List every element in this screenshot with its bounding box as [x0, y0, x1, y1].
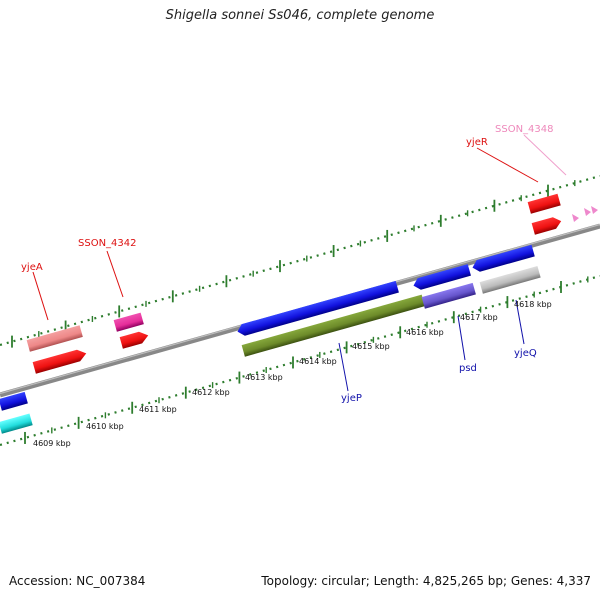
gene-yjeR-red-a[interactable]: [527, 193, 561, 214]
gene-psd-blue[interactable]: [412, 264, 471, 291]
label-leaders: [32, 134, 567, 392]
scale-label: 4614 kbp: [299, 357, 337, 366]
gene-label-yjeP: yjeP: [341, 393, 362, 404]
gene-left-cyan[interactable]: [0, 413, 33, 434]
scale-label: 4611 kbp: [139, 405, 177, 414]
scale-label: 4616 kbp: [406, 328, 444, 337]
gene-label-SSON_4342: SSON_4342: [78, 238, 137, 249]
gene-yjeP-blue[interactable]: [236, 280, 399, 337]
genome-stats: Topology: circular; Length: 4,825,265 bp…: [261, 574, 591, 588]
gene-SSON_4342-red[interactable]: [119, 330, 150, 349]
accession-label: Accession: NC_007384: [9, 574, 146, 588]
gene-yjeR-red-b[interactable]: [531, 215, 563, 235]
lower-tick-track: [0, 274, 600, 447]
scale-label: 4617 kbp: [460, 313, 498, 322]
gene-yjeA-salmon[interactable]: [26, 325, 83, 352]
gene-label-yjeA: yjeA: [21, 262, 43, 273]
scale-label: 4610 kbp: [86, 422, 124, 431]
upper-tick-track: [0, 174, 600, 348]
gene-yjeA-red[interactable]: [32, 348, 88, 374]
scale-label: 4612 kbp: [192, 388, 230, 397]
gene-label-psd: psd: [459, 363, 477, 374]
gene-label-yjeR: yjeR: [466, 137, 488, 148]
gene-yjeQ-silver[interactable]: [479, 265, 541, 294]
scale-label: 4609 kbp: [33, 439, 71, 448]
page-title: Shigella sonnei Ss046, complete genome: [165, 8, 435, 23]
gene-left-blue[interactable]: [0, 391, 28, 411]
scale-label: 4615 kbp: [352, 342, 390, 351]
gene-SSON_4342-magenta[interactable]: [113, 312, 144, 332]
scale-label: 4618 kbp: [514, 300, 552, 309]
gene-psd-slateblue[interactable]: [421, 282, 476, 309]
gene-label-SSON_4348: SSON_4348: [495, 124, 554, 135]
scale-label: 4613 kbp: [245, 373, 283, 382]
gene-yjeQ-blue[interactable]: [471, 244, 535, 274]
gene-label-yjeQ: yjeQ: [514, 348, 537, 359]
gene-SSON_4348-arrows[interactable]: [572, 206, 598, 222]
gene-yjeP-olive[interactable]: [241, 294, 425, 357]
